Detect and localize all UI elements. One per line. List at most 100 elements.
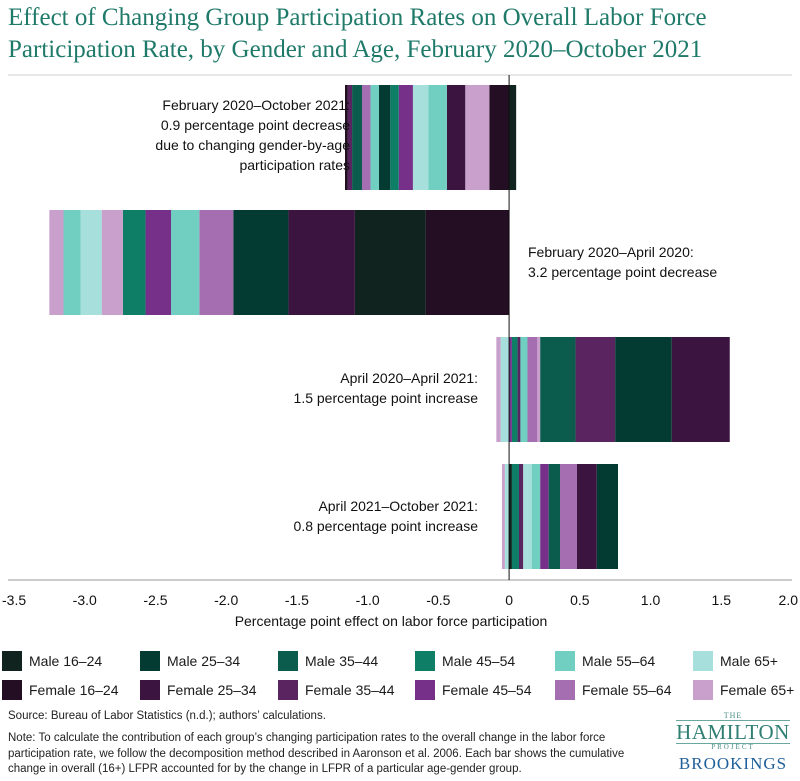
logo-brookings: BROOKINGS bbox=[678, 754, 788, 773]
bar-3-segment-3 bbox=[509, 337, 512, 442]
bar-2-segment-9 bbox=[101, 210, 123, 315]
legend-label: Female 16–24 bbox=[29, 682, 119, 698]
legend-label: Female 65+ bbox=[720, 682, 795, 698]
bar-3-annotation-line-1: April 2020–April 2021: bbox=[340, 370, 478, 386]
legend-swatch bbox=[415, 651, 435, 671]
logo-project: PROJECT bbox=[711, 743, 755, 751]
x-tick-label: -3.0 bbox=[73, 592, 97, 608]
bar-4-segment-4 bbox=[511, 464, 519, 569]
bar-3-segment-6 bbox=[520, 337, 528, 442]
bar-1-segment-8 bbox=[390, 85, 399, 190]
bar-4-segment-6 bbox=[523, 464, 532, 569]
bar-2-segment-1 bbox=[425, 210, 510, 315]
chart-area: February 2020–October 2021: 0.9 percentag… bbox=[2, 74, 799, 629]
legend-swatch bbox=[2, 680, 22, 700]
bar-3-segment-12 bbox=[671, 337, 730, 442]
x-tick-label: -0.5 bbox=[426, 592, 450, 608]
bar-4-segment-8 bbox=[540, 464, 549, 569]
legend-label: Male 25–34 bbox=[167, 653, 241, 669]
bar-1-segment-1 bbox=[509, 85, 517, 190]
bar-1-segment-7 bbox=[398, 85, 413, 190]
bar-1-segment-12 bbox=[352, 85, 362, 190]
bar-4-segment-7 bbox=[531, 464, 541, 569]
bar-3-segment-11 bbox=[615, 337, 672, 442]
note-text: Note: To calculate the contribution of e… bbox=[8, 732, 625, 775]
bar-2-segment-4 bbox=[233, 210, 289, 315]
legend-swatch bbox=[555, 651, 575, 671]
bar-3-segment-2 bbox=[496, 337, 501, 442]
legend-label: Male 65+ bbox=[720, 653, 778, 669]
bar-1-segment-2 bbox=[489, 85, 510, 190]
bar-4-segment-9 bbox=[548, 464, 561, 569]
bar-1-segment-14 bbox=[345, 85, 348, 190]
x-tick-label: -1.0 bbox=[356, 592, 380, 608]
legend-swatch bbox=[693, 680, 713, 700]
chart-title: Effect of Changing Group Participation R… bbox=[8, 2, 792, 66]
bar-2-segment-10 bbox=[80, 210, 102, 315]
x-tick-label: 0.5 bbox=[570, 592, 590, 608]
bar-2-segment-11 bbox=[63, 210, 81, 315]
bar-1-annotation-line-1: February 2020–October 2021: bbox=[162, 97, 350, 113]
logo-hamilton: HAMILTON bbox=[676, 720, 790, 744]
bar-4-annotation-line-1: April 2021–October 2021: bbox=[318, 498, 478, 514]
bar-1-annotation-line-2: 0.9 percentage point decrease bbox=[161, 117, 350, 133]
bar-3-segment-4 bbox=[511, 337, 518, 442]
hamilton-brookings-logo: THE HAMILTON PROJECT BROOKINGS bbox=[676, 711, 790, 774]
legend-label: Male 16–24 bbox=[29, 653, 103, 669]
x-tick-label: 1.0 bbox=[641, 592, 661, 608]
bar-1-segment-6 bbox=[412, 85, 429, 190]
bar-1-segment-11 bbox=[361, 85, 371, 190]
x-tick-label: 1.5 bbox=[712, 592, 732, 608]
bar-4-segment-3 bbox=[509, 464, 512, 569]
source-text: Source: Bureau of Labor Statistics (n.d.… bbox=[8, 710, 326, 722]
bar-3-segment-1 bbox=[500, 337, 510, 442]
bar-2-annotation-line-1: February 2020–April 2020: bbox=[528, 244, 694, 260]
legend-label: Male 45–54 bbox=[442, 653, 516, 669]
bar-1-segment-9 bbox=[378, 85, 391, 190]
bar-1-annotation-line-4: participation rates bbox=[239, 157, 350, 173]
bar-4-annotation-line-2: 0.8 percentage point increase bbox=[294, 518, 479, 534]
legend-label: Male 55–64 bbox=[582, 653, 656, 669]
legend-label: Female 45–54 bbox=[442, 682, 532, 698]
bar-1-annotation-line-3: due to changing gender-by-age bbox=[155, 137, 350, 153]
x-tick-label: 2.0 bbox=[779, 592, 799, 608]
bar-3-segment-10 bbox=[575, 337, 616, 442]
x-tick-label: 0 bbox=[505, 592, 513, 608]
legend-swatch bbox=[2, 651, 22, 671]
bar-1-segment-10 bbox=[370, 85, 379, 190]
bar-2-segment-3 bbox=[288, 210, 355, 315]
title-line-1: Effect of Changing Group Participation R… bbox=[8, 4, 707, 31]
bar-2-segment-12 bbox=[49, 210, 64, 315]
bar-3-segment-8 bbox=[537, 337, 541, 442]
bar-3-segment-5 bbox=[517, 337, 521, 442]
legend-label: Female 25–34 bbox=[167, 682, 257, 698]
x-tick-label: -2.5 bbox=[143, 592, 167, 608]
legend-swatch bbox=[693, 651, 713, 671]
legend-swatch bbox=[278, 651, 298, 671]
legend-swatch bbox=[278, 680, 298, 700]
title-line-2: Participation Rate, by Gender and Age, F… bbox=[8, 36, 703, 63]
legend-swatch bbox=[140, 651, 160, 671]
bar-2-segment-2 bbox=[354, 210, 426, 315]
x-tick-label: -1.5 bbox=[285, 592, 309, 608]
legend-swatch bbox=[415, 680, 435, 700]
legend-label: Female 35–44 bbox=[305, 682, 395, 698]
bar-4-segment-1 bbox=[504, 464, 510, 569]
bar-4-segment-2 bbox=[502, 464, 505, 569]
x-axis-label: Percentage point effect on labor force p… bbox=[235, 613, 548, 629]
legend-swatch bbox=[140, 680, 160, 700]
bar-3-segment-7 bbox=[527, 337, 538, 442]
bar-1-segment-4 bbox=[446, 85, 466, 190]
bar-3-segment-9 bbox=[540, 337, 576, 442]
bar-1-segment-5 bbox=[428, 85, 447, 190]
bar-1-segment-3 bbox=[465, 85, 490, 190]
bar-4-segment-5 bbox=[518, 464, 524, 569]
logo-the: THE bbox=[723, 711, 743, 720]
bar-1-segment-13 bbox=[347, 85, 353, 190]
bar-2-annotation-line-2: 3.2 percentage point decrease bbox=[528, 264, 717, 280]
legend-swatch bbox=[555, 680, 575, 700]
bar-3-annotation-line-2: 1.5 percentage point increase bbox=[294, 390, 479, 406]
bar-2-segment-6 bbox=[171, 210, 200, 315]
bar-2-segment-8 bbox=[122, 210, 146, 315]
bar-4-segment-12 bbox=[596, 464, 619, 569]
